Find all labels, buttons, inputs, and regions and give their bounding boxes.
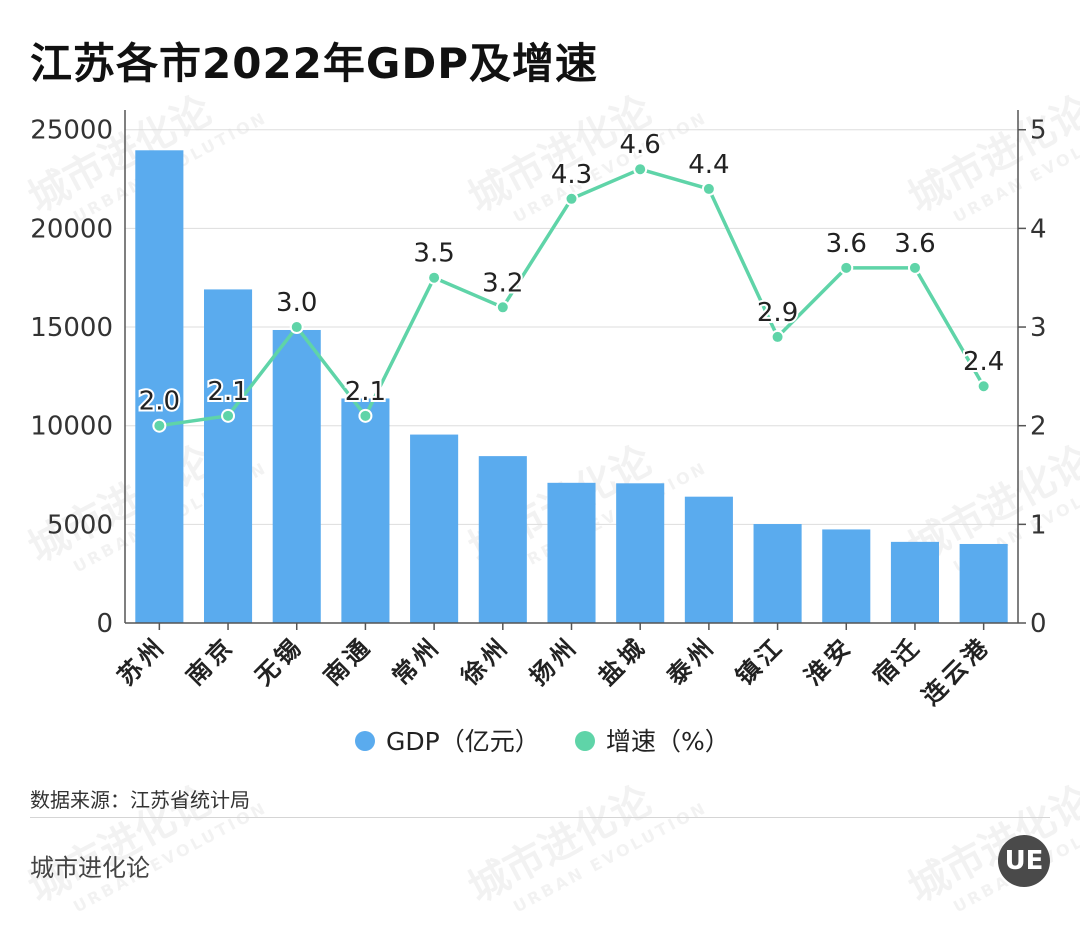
growth-point [564,191,579,206]
brand-logo: UE [998,835,1050,887]
growth-point [152,418,167,433]
y-right-tick-label: 5 [1030,116,1047,146]
legend-gdp-marker [355,731,375,751]
bar [203,289,253,623]
bar [822,529,871,623]
bar [410,434,459,623]
growth-point [221,408,236,423]
growth-data-label: 3.0 [276,288,317,318]
growth-point [839,260,854,275]
growth-point [427,270,442,285]
growth-point [976,379,991,394]
y-right-tick-label: 3 [1030,313,1047,343]
x-tick-label: 无锡 [250,631,309,690]
x-tick-label: 南通 [318,631,377,690]
growth-data-label: 2.9 [757,298,798,328]
growth-point [770,329,785,344]
legend-growth-marker [575,731,595,751]
growth-data-label: 3.6 [826,229,867,259]
bar [135,150,184,624]
bar [959,543,1008,623]
y-right-tick-label: 1 [1030,510,1047,540]
y-left-tick-label: 0 [96,609,113,639]
x-tick-label: 泰州 [662,631,721,690]
divider [30,817,1050,818]
x-tick-label: 南京 [181,631,240,690]
growth-data-label: 2.1 [207,377,248,407]
growth-data-label: 2.1 [345,377,386,407]
y-left-tick-label: 20000 [30,214,113,244]
bar [616,483,665,623]
growth-point [495,300,510,315]
growth-data-label: 3.6 [894,229,935,259]
x-tick-label: 扬州 [524,631,583,690]
bar [272,329,321,623]
growth-point [701,181,716,196]
y-right-tick-label: 4 [1030,214,1047,244]
y-left-tick-label: 5000 [47,510,113,540]
x-tick-label: 镇江 [730,631,789,690]
y-left-tick-label: 15000 [30,313,113,343]
growth-data-label: 3.2 [482,268,523,298]
x-tick-label: 常州 [387,631,446,690]
x-tick-label: 宿迁 [868,631,927,690]
x-tick-label: 苏州 [112,631,171,690]
growth-data-label: 4.4 [688,150,729,180]
growth-point [289,320,304,335]
growth-point [907,260,922,275]
x-tick-label: 淮安 [799,631,858,690]
bar [478,456,527,623]
x-tick-label: 连云港 [917,631,996,710]
growth-data-label: 4.6 [620,130,661,160]
legend-growth-label: 增速（%） [606,727,730,756]
data-source: 数据来源：江苏省统计局 [30,788,250,812]
growth-data-label: 2.0 [139,387,180,417]
bar [547,482,596,623]
growth-data-label: 2.4 [963,347,1004,377]
legend-gdp-label: GDP（亿元） [386,727,540,756]
growth-data-label: 3.5 [413,239,454,269]
y-left-tick-label: 10000 [30,412,113,442]
brand-name: 城市进化论 [30,854,150,882]
growth-data-label: 4.3 [551,160,592,190]
gdp-growth-chart: 0 5000 10000 15000 20000 25000 0 1 2 3 4 5 苏州 南京 无锡 南通常… [30,110,1047,756]
bar [684,496,733,623]
x-tick-label: 徐州 [455,631,515,691]
growth-point [358,408,373,423]
y-right-tick-label: 2 [1030,412,1047,442]
bar [753,524,802,623]
bar [341,398,390,623]
y-right-tick-label: 0 [1030,609,1047,639]
y-left-tick-label: 25000 [30,116,113,146]
x-tick-label: 盐城 [593,631,652,690]
growth-point [633,162,648,177]
bar [890,541,940,623]
chart-title: 江苏各市2022年GDP及增速 [30,39,599,88]
